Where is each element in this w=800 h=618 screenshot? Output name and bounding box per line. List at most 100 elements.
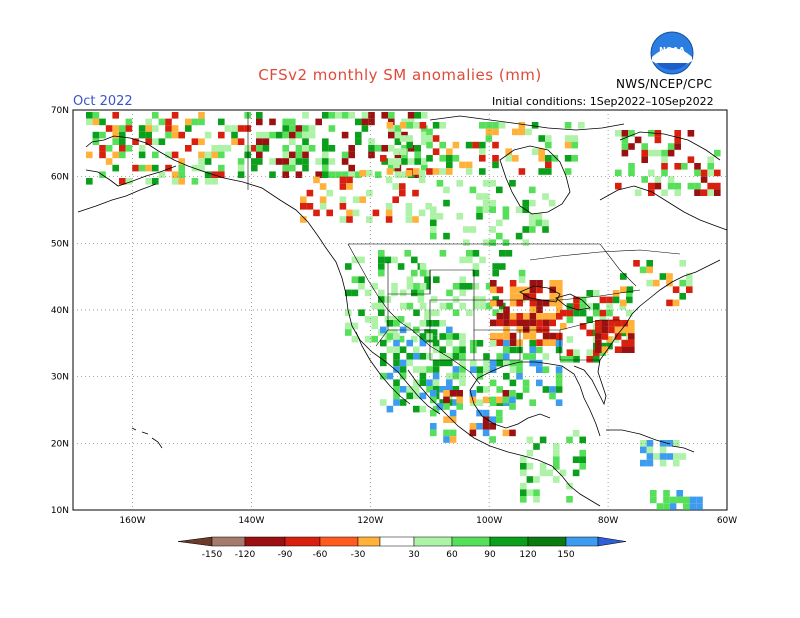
anomaly-cell <box>393 161 400 169</box>
anomaly-cell <box>681 163 688 170</box>
anomaly-cell <box>683 503 690 510</box>
anomaly-cell <box>529 226 536 233</box>
anomaly-cell <box>676 490 683 497</box>
anomaly-cell <box>419 302 427 310</box>
anomaly-cell <box>152 112 159 119</box>
anomaly-cell <box>443 403 450 410</box>
anomaly-cell <box>538 155 545 162</box>
anomaly-cell <box>406 353 413 360</box>
anomaly-cell <box>406 283 414 290</box>
anomaly-cell <box>432 339 440 347</box>
anomaly-cell <box>411 269 418 277</box>
anomaly-cell <box>667 176 675 183</box>
anomaly-cell <box>269 131 276 139</box>
anomaly-cell <box>282 164 289 172</box>
anomaly-cell <box>566 496 573 503</box>
anomaly-cell <box>542 366 550 373</box>
anomaly-cell <box>112 131 119 139</box>
anomaly-cell <box>171 178 179 185</box>
anomaly-cell <box>341 171 349 178</box>
anomaly-cell <box>560 323 567 330</box>
anomaly-cell <box>406 302 414 310</box>
anomaly-cell <box>509 379 517 387</box>
anomaly-cell <box>351 256 359 264</box>
anomaly-cell <box>282 145 289 152</box>
anomaly-cell <box>531 148 539 155</box>
anomaly-cell <box>641 176 648 183</box>
anomaly-cell <box>496 409 503 417</box>
anomaly-cell <box>669 503 677 510</box>
anomaly-cell <box>549 339 556 346</box>
anomaly-cell <box>446 155 453 162</box>
anomaly-cell <box>406 386 413 393</box>
anomaly-cell <box>426 141 433 149</box>
anomaly-cell <box>466 256 473 264</box>
anomaly-cell <box>282 171 289 178</box>
anomaly-cell <box>459 353 466 360</box>
anomaly-cell <box>628 326 635 334</box>
anomaly-cell <box>666 273 673 280</box>
anomaly-cell <box>522 353 530 360</box>
anomaly-cell <box>640 446 647 454</box>
anomaly-cell <box>646 453 654 460</box>
anomaly-cell <box>564 141 572 149</box>
anomaly-cell <box>237 138 245 145</box>
anomaly-cell <box>302 131 309 139</box>
anomaly-cell <box>439 353 446 360</box>
colorbar-high-arrow <box>597 536 627 547</box>
anomaly-cell <box>269 171 276 178</box>
anomaly-cell <box>385 203 393 210</box>
anomaly-cell <box>503 346 510 354</box>
anomaly-cell <box>401 158 408 165</box>
anomaly-cell <box>503 340 510 347</box>
anomaly-cell <box>470 346 477 354</box>
anomaly-cell <box>459 276 466 283</box>
anomaly-cell <box>443 390 450 397</box>
anomaly-cell <box>171 131 179 139</box>
anomaly-cell <box>407 112 415 119</box>
anomaly-cell <box>614 326 622 334</box>
anomaly-cell <box>472 263 480 270</box>
anomaly-cell <box>606 336 613 343</box>
anomaly-cell <box>526 449 534 457</box>
anomaly-cell <box>105 145 113 152</box>
anomaly-cell <box>536 286 543 294</box>
anomaly-cell <box>606 309 613 317</box>
anomaly-cell <box>536 366 543 373</box>
anomaly-cell <box>256 145 263 152</box>
anomaly-cell <box>515 206 523 213</box>
anomaly-cell <box>355 131 362 139</box>
anomaly-cell <box>446 372 453 380</box>
anomaly-cell <box>300 196 307 203</box>
anomaly-cell <box>366 216 373 223</box>
anomaly-cell <box>522 199 529 207</box>
anomaly-cell <box>529 293 537 300</box>
anomaly-cell <box>459 161 466 169</box>
anomaly-cell <box>482 180 490 187</box>
anomaly-cell <box>614 320 622 327</box>
anomaly-cell <box>669 496 677 504</box>
anomaly-cell <box>446 379 453 386</box>
anomaly-cell <box>489 226 496 233</box>
anomaly-cell <box>152 125 159 132</box>
anomaly-cell <box>608 320 615 327</box>
anomaly-cell <box>687 130 695 137</box>
anomaly-cell <box>99 118 106 126</box>
anomaly-cell <box>421 138 428 145</box>
anomaly-cell <box>368 151 375 159</box>
anomaly-cell <box>385 216 393 223</box>
anomaly-cell <box>262 145 270 152</box>
anomaly-cell <box>456 396 463 404</box>
anomaly-cell <box>322 112 329 119</box>
anomaly-cell <box>348 164 355 172</box>
anomaly-cell <box>518 128 526 136</box>
anomaly-cell <box>322 138 329 145</box>
anomaly-cell <box>516 286 523 294</box>
anomaly-cell <box>86 118 93 126</box>
colorbar-label: -150 <box>202 550 223 560</box>
anomaly-cell <box>394 125 402 132</box>
anomaly-cell <box>615 130 622 137</box>
anomaly-cell <box>579 303 587 310</box>
anomaly-cell <box>393 148 400 155</box>
anomaly-cell <box>536 359 543 367</box>
